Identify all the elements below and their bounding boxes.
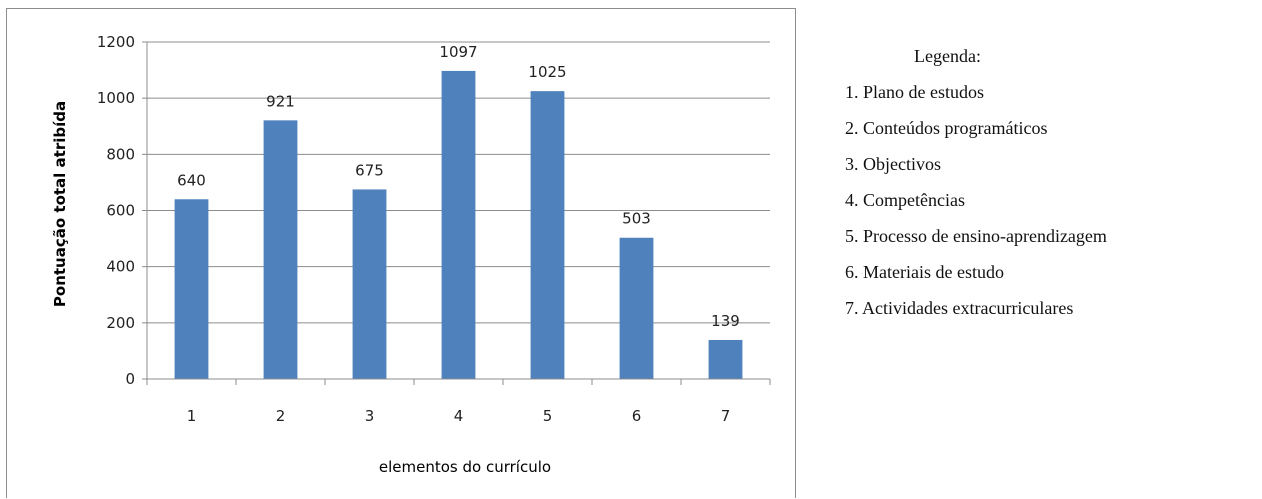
y-tick-label: 800 (106, 145, 135, 163)
bar-2 (263, 120, 298, 379)
data-label-1: 640 (177, 171, 206, 189)
data-label-7: 139 (711, 312, 740, 330)
axes: 0 200 400 600 800 1000 1200 1 2 3 4 5 6 7 (97, 33, 771, 425)
x-tick-label: 4 (454, 407, 464, 425)
y-tick-label: 400 (106, 258, 135, 276)
legend-item-2: 2. Conteúdos programáticos (845, 118, 1048, 138)
y-tick-label: 1000 (97, 89, 135, 107)
bar-5 (530, 91, 565, 379)
x-tick-label: 2 (276, 407, 286, 425)
x-tick-label: 3 (365, 407, 375, 425)
y-axis-title: Pontuação total atribída (51, 101, 69, 307)
data-label-6: 503 (622, 210, 651, 228)
legend-title: Legenda: (914, 46, 981, 66)
data-label-2: 921 (266, 92, 295, 110)
legend-item-7: 7. Actividades extracurriculares (845, 298, 1074, 318)
bar-4 (441, 70, 476, 379)
chart-frame: 640 921 675 1097 1025 503 139 0 200 400 600 800 100… (6, 8, 796, 498)
legend-item-3: 3. Objectivos (845, 154, 941, 174)
x-tick-label: 7 (721, 407, 731, 425)
data-label-5: 1025 (528, 63, 566, 81)
legend-item-5: 5. Processo de ensino-aprendizagem (845, 226, 1107, 246)
x-tick-label: 6 (632, 407, 642, 425)
data-labels: 640 921 675 1097 1025 503 139 (177, 43, 740, 330)
legend: Legenda: 1. Plano de estudos 2. Conteúdos… (845, 46, 1107, 333)
bar-1 (174, 199, 209, 379)
bar-6 (619, 237, 654, 379)
data-label-3: 675 (355, 161, 384, 179)
data-label-4: 1097 (439, 43, 477, 61)
legend-items: 1. Plano de estudos 2. Conteúdos programá… (845, 81, 1107, 333)
y-tick-label: 600 (106, 202, 135, 220)
x-tick-label: 1 (187, 407, 197, 425)
x-axis-title: elementos do currículo (379, 458, 551, 476)
legend-item-4: 4. Competências (845, 190, 965, 210)
bar-7 (708, 339, 743, 379)
bar-3 (352, 189, 387, 379)
x-tick-label: 5 (543, 407, 553, 425)
y-tick-label: 0 (125, 370, 135, 388)
bars (174, 70, 743, 379)
legend-item-1: 1. Plano de estudos (845, 82, 984, 102)
y-tick-label: 1200 (97, 33, 135, 51)
y-tick-label: 200 (106, 314, 135, 332)
legend-item-6: 6. Materiais de estudo (845, 262, 1004, 282)
